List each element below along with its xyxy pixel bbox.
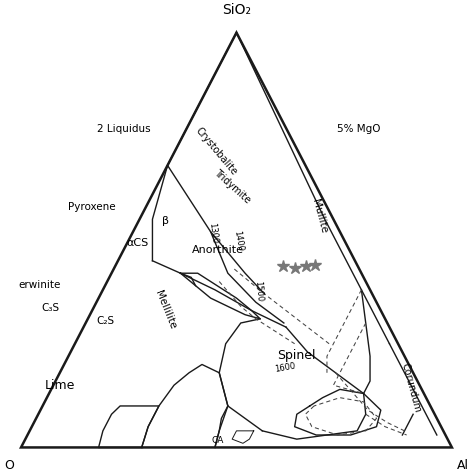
- Text: 1300: 1300: [207, 222, 219, 244]
- Text: CA: CA: [211, 436, 223, 445]
- Text: Anorthite: Anorthite: [192, 246, 244, 255]
- Text: Tridymite: Tridymite: [212, 167, 252, 205]
- Text: Lime: Lime: [45, 379, 75, 392]
- Text: SiO₂: SiO₂: [222, 2, 251, 17]
- Text: αCS: αCS: [127, 238, 149, 248]
- Text: Spinel: Spinel: [277, 349, 315, 362]
- Text: Mullite: Mullite: [310, 198, 328, 234]
- Text: 1400: 1400: [233, 230, 245, 252]
- Text: C₃S: C₃S: [42, 302, 60, 313]
- Text: 2 Liquidus: 2 Liquidus: [97, 124, 150, 134]
- Text: Crystobalite: Crystobalite: [193, 126, 238, 178]
- Text: Pyroxene: Pyroxene: [68, 202, 116, 212]
- Text: C₂S: C₂S: [97, 316, 115, 327]
- Text: 5% MgO: 5% MgO: [337, 124, 381, 134]
- Text: Al: Al: [457, 459, 469, 472]
- Text: β: β: [162, 216, 169, 226]
- Text: 1600: 1600: [273, 361, 296, 374]
- Text: Mellilite: Mellilite: [153, 289, 178, 331]
- Text: Corundum: Corundum: [399, 362, 422, 414]
- Text: 1500: 1500: [253, 281, 264, 302]
- Text: O: O: [5, 459, 15, 472]
- Text: erwinite: erwinite: [18, 280, 61, 290]
